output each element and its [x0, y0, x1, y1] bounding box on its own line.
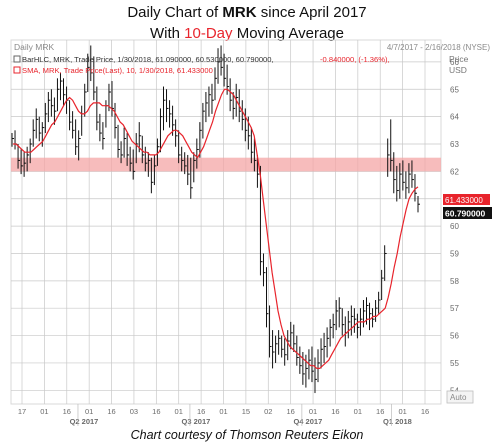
title-prefix: Daily Chart of — [127, 4, 223, 21]
x-tick-label: 16 — [197, 407, 205, 416]
close-last-label-bg — [443, 207, 492, 219]
quarter-label: Q2 2017 — [70, 417, 99, 426]
price-axis-currency: USD — [449, 65, 467, 75]
x-tick-label: 17 — [18, 407, 26, 416]
close-last-label: 60.790000 — [443, 207, 492, 219]
header-left-label: Daily MRK — [14, 42, 54, 52]
x-tick-label: 16 — [107, 407, 115, 416]
grid-layer — [11, 40, 441, 404]
legend-sma-text: SMA, MRK, Trade Price(Last), 10, 1/30/20… — [22, 66, 213, 75]
x-tick-label: 16 — [331, 407, 339, 416]
chart-credit: Chart courtesy of Thomson Reuters Eikon — [130, 428, 364, 442]
x-tick-label: 16 — [376, 407, 384, 416]
subtitle-suffix: Moving Average — [232, 25, 344, 42]
y-tick-label: 60 — [450, 222, 459, 231]
time-axis: 17 01 16 01 16 03 16 01 16 01 15 02 16 01 16 01 16 01 16Q2… — [18, 404, 429, 426]
y-tick-label: 66 — [450, 58, 459, 67]
y-tick-label: 58 — [450, 277, 459, 286]
x-tick-label: 02 — [264, 407, 272, 416]
auto-button[interactable]: Auto — [446, 390, 474, 404]
close-last-label-text: 60.790000 — [445, 209, 485, 219]
chart-title-line-2: With 10-Day Moving Average — [0, 23, 494, 44]
hlc-bars-layer — [11, 45, 420, 394]
sma-last-label-text: 61.433000 — [445, 196, 483, 205]
x-tick-label: 16 — [421, 407, 429, 416]
x-tick-label: 16 — [63, 407, 71, 416]
sma-line — [13, 88, 419, 369]
y-tick-label: 65 — [450, 85, 459, 94]
x-tick-label: 01 — [85, 407, 93, 416]
subtitle-prefix: With — [150, 25, 185, 42]
legend-bar-text: BarHLC, MRK, Trade Price, 1/30/2018, 61.… — [22, 55, 274, 64]
x-tick-label: 01 — [175, 407, 183, 416]
x-tick-label: 15 — [242, 407, 250, 416]
legend: BarHLC, MRK, Trade Price, 1/30/2018, 61.… — [13, 55, 390, 75]
sma-last-label-bg — [443, 194, 490, 205]
y-tick-label: 56 — [450, 332, 459, 341]
legend-bar-change: -0.840000, (-1.36%), — [320, 55, 390, 64]
x-tick-label: 16 — [286, 407, 294, 416]
price-axis-title: Price — [449, 54, 469, 64]
y-tick-label: 57 — [450, 304, 459, 313]
support-band — [11, 157, 441, 172]
title-suffix: since April 2017 — [256, 4, 367, 21]
y-tick-label: 59 — [450, 249, 459, 258]
quarter-label: Q3 2017 — [182, 417, 211, 426]
header-date-range: 4/7/2017 - 2/16/2018 (NYSE) — [387, 43, 491, 52]
subtitle-period: 10-Day — [184, 25, 233, 42]
legend-sma-swatch — [13, 66, 21, 74]
y-tick-label: 62 — [450, 167, 459, 176]
x-tick-label: 01 — [309, 407, 317, 416]
price-axis: 54555657585960616263646566 — [450, 58, 459, 395]
chart-title-block: Daily Chart of MRK since April 2017 With… — [0, 2, 494, 44]
x-tick-label: 01 — [354, 407, 362, 416]
auto-button-label: Auto — [450, 393, 467, 402]
y-tick-label: 55 — [450, 359, 459, 368]
title-ticker: MRK — [222, 4, 257, 21]
y-tick-label: 63 — [450, 140, 459, 149]
support-band-layer — [11, 157, 441, 172]
y-tick-label: 64 — [450, 113, 459, 122]
auto-button-frame — [446, 390, 474, 404]
legend-bar-swatch — [13, 55, 21, 63]
x-tick-label: 03 — [130, 407, 138, 416]
chart-title-line-1: Daily Chart of MRK since April 2017 — [0, 2, 494, 23]
x-tick-label: 01 — [219, 407, 227, 416]
sma-last-label: 61.433000 — [443, 194, 490, 205]
x-tick-label: 16 — [152, 407, 160, 416]
quarter-label: Q4 2017 — [293, 417, 322, 426]
x-tick-label: 01 — [40, 407, 48, 416]
quarter-label: Q1 2018 — [383, 417, 412, 426]
x-tick-label: 01 — [398, 407, 406, 416]
sma-layer — [13, 88, 419, 369]
plot-frame — [10, 39, 442, 405]
